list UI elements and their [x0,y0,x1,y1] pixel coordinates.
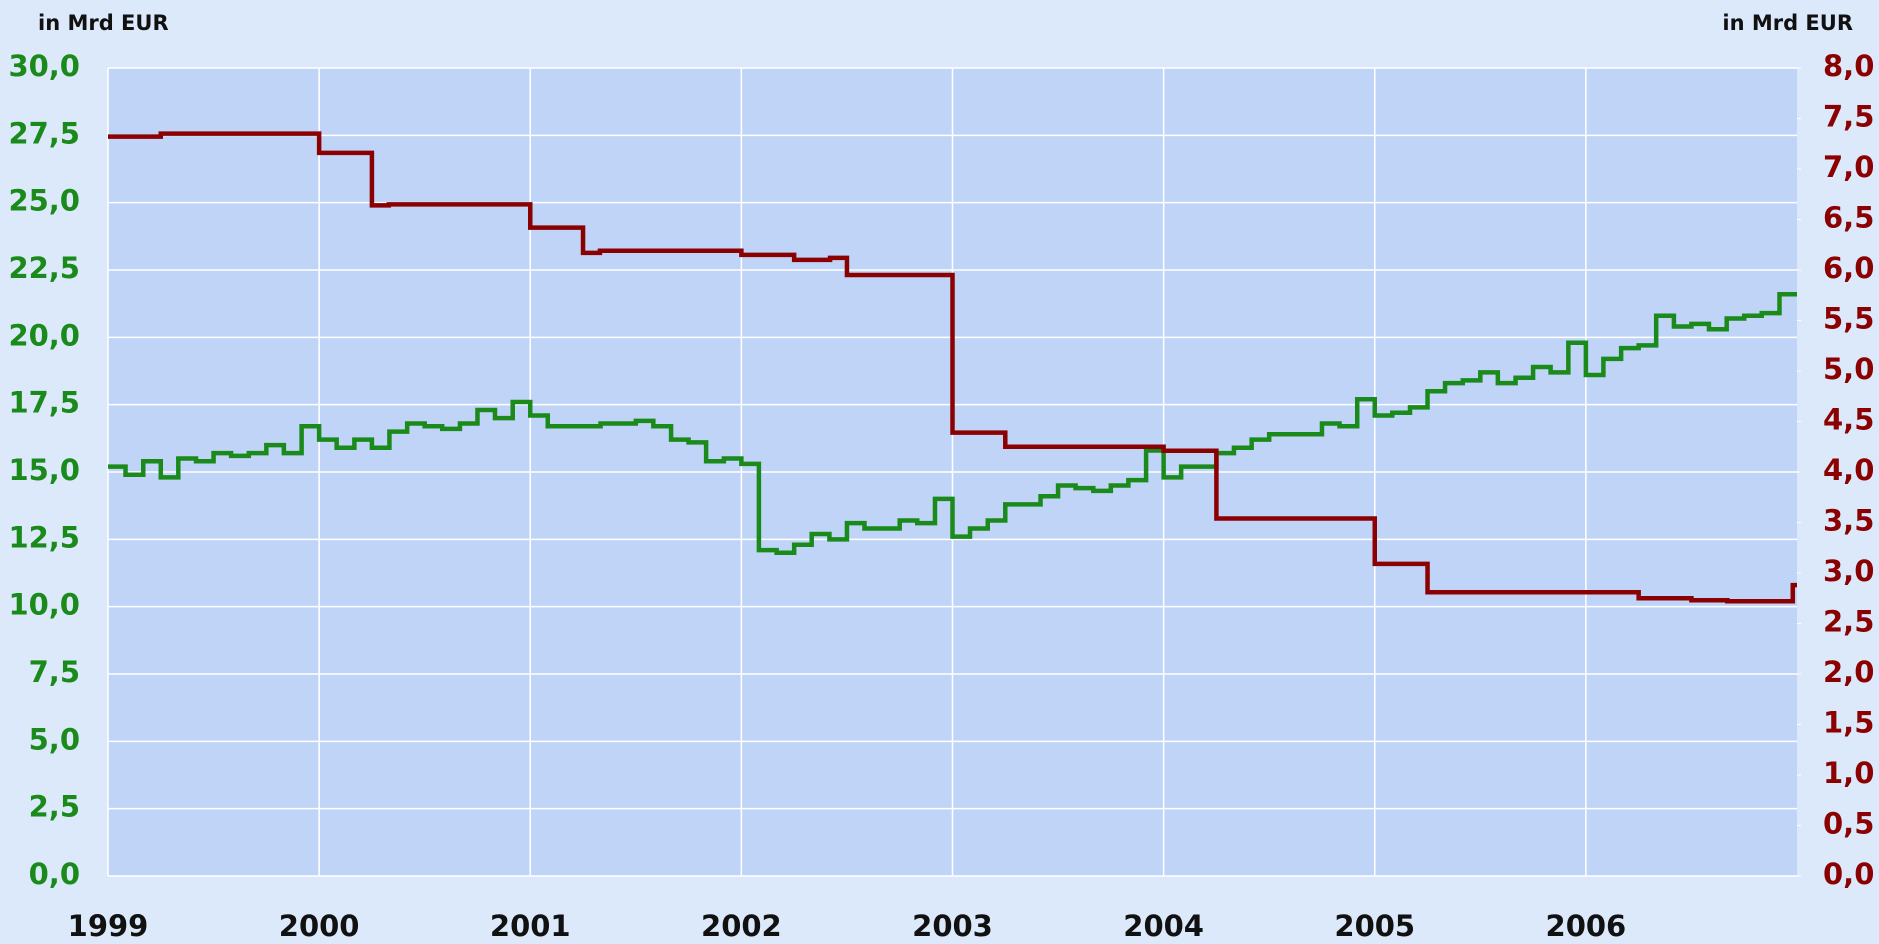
y2-tick-label: 0,0 [1823,857,1874,891]
y2-tick-label: 4,0 [1823,453,1874,487]
x-tick-label: 2004 [1123,909,1204,943]
y2-tick-label: 2,0 [1823,655,1874,689]
y2-tick-label: 3,0 [1823,554,1874,588]
y2-tick-label: 5,0 [1823,352,1874,386]
y-tick-label: 25,0 [8,184,80,218]
y-tick-label: 27,5 [8,116,80,150]
y2-tick-label: 5,5 [1823,302,1874,336]
y2-axis-label: in Mrd EUR [1722,11,1853,35]
y-tick-label: 22,5 [8,251,80,285]
y2-tick-label: 4,5 [1823,403,1874,437]
y-tick-label: 12,5 [8,520,80,554]
x-tick-label: 2000 [279,909,360,943]
y-tick-label: 30,0 [8,49,80,83]
y-tick-label: 7,5 [29,655,80,689]
y2-tick-label: 0,5 [1823,807,1874,841]
y2-tick-label: 2,5 [1823,605,1874,639]
step-line [108,291,1797,556]
y2-tick-label: 6,5 [1823,201,1874,235]
y-tick-label: 5,0 [29,722,80,756]
y2-tick-label: 1,5 [1823,706,1874,740]
y-axis-label: in Mrd EUR [38,11,169,35]
x-tick-label: 2006 [1546,909,1627,943]
step-line [108,131,1797,604]
y2-tick-label: 7,0 [1823,150,1874,184]
y-tick-label: 15,0 [8,453,80,487]
y-tick-label: 17,5 [8,386,80,420]
y2-tick-label: 3,5 [1823,504,1874,538]
y2-tick-label: 7,5 [1823,100,1874,134]
x-tick-label: 2005 [1334,909,1415,943]
x-tick-label: 2001 [490,909,571,943]
x-tick-label: 2003 [912,909,993,943]
y2-tick-label: 1,0 [1823,756,1874,790]
y2-tick-label: 6,0 [1823,251,1874,285]
y-tick-label: 2,5 [29,790,80,824]
y-tick-label: 0,0 [29,857,80,891]
y-tick-label: 10,0 [8,588,80,622]
y2-tick-label: 8,0 [1823,49,1874,83]
x-tick-label: 1999 [68,909,149,943]
x-tick-label: 2002 [701,909,782,943]
y-tick-label: 20,0 [8,318,80,352]
